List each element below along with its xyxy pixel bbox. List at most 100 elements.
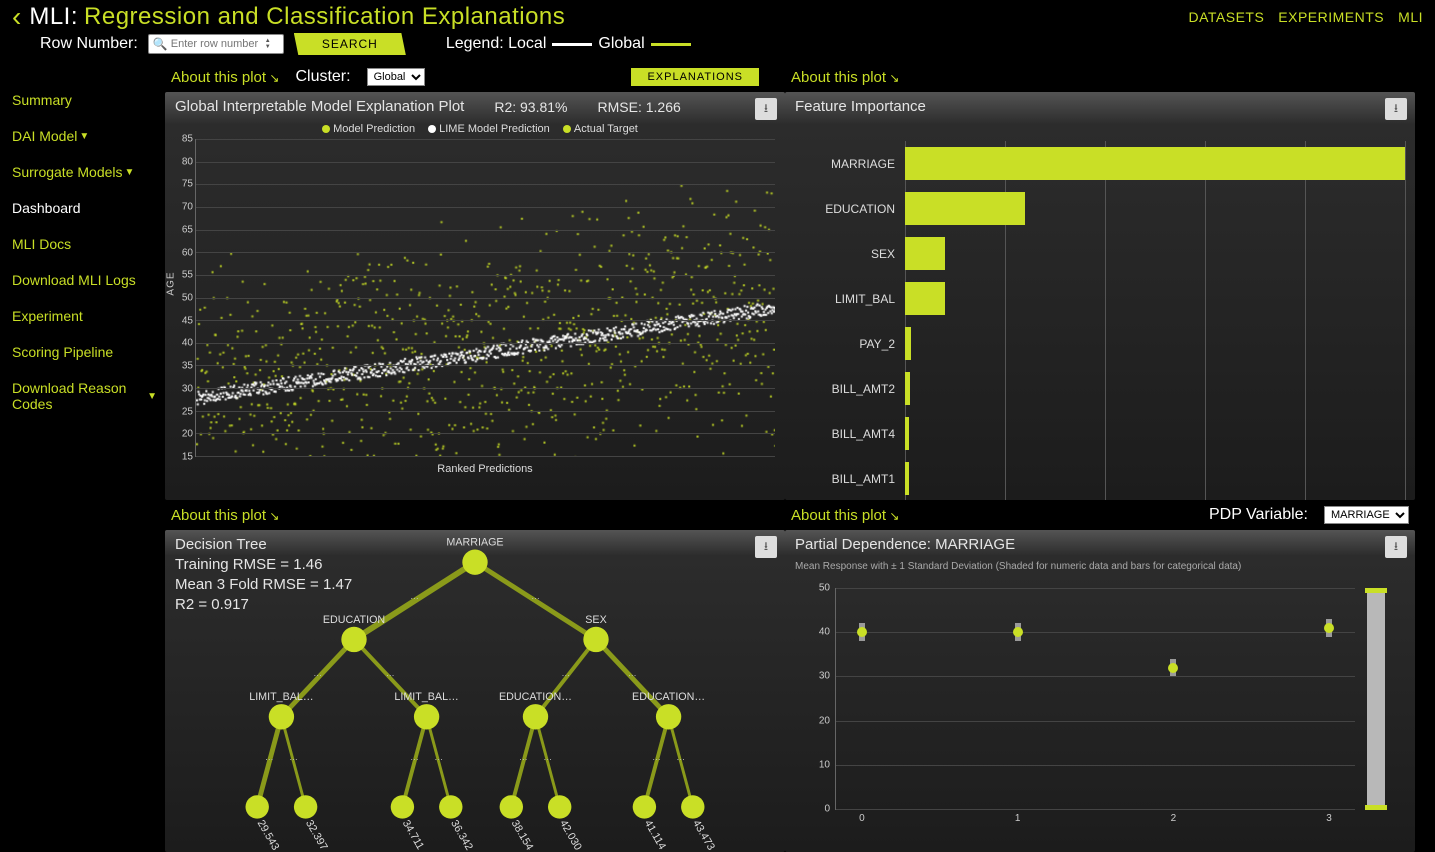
fi-bar (905, 282, 945, 315)
pdp-ytick: 0 (824, 804, 836, 815)
pdp-ytick: 20 (819, 715, 836, 726)
sidebar-item-scoring-pipeline[interactable]: Scoring Pipeline (12, 334, 157, 370)
search-button[interactable]: SEARCH (294, 33, 406, 55)
download-pdp-icon[interactable]: ⭳ (1385, 536, 1407, 558)
nav-experiments[interactable]: EXPERIMENTS (1278, 9, 1384, 25)
fi-bar (905, 327, 911, 360)
pdp-subtitle: Mean Response with ± 1 Standard Deviatio… (785, 559, 1415, 578)
svg-text:EDUCATION: EDUCATION (323, 614, 385, 626)
scatter-rmse: RMSE: 1.266 (598, 99, 681, 115)
pdp-var-select[interactable]: MARRIAGE (1324, 506, 1409, 524)
cluster-select[interactable]: Global (367, 68, 425, 86)
pdp-point (857, 627, 867, 637)
fi-panel: Feature Importance ⭳ MARRIAGEEDUCATIONSE… (785, 92, 1415, 500)
about-fi[interactable]: About this plot (791, 69, 899, 86)
fi-row: BILL_AMT2 (785, 366, 1405, 411)
svg-text:SEX: SEX (585, 614, 606, 626)
fi-row: MARRIAGE (785, 141, 1405, 186)
svg-text:EDUCATION…: EDUCATION… (632, 691, 705, 703)
dot-icon (322, 125, 330, 133)
svg-text:…: … (386, 668, 395, 678)
nav-mli[interactable]: MLI (1398, 9, 1423, 25)
pdp-ytick: 30 (819, 671, 836, 682)
download-scatter-icon[interactable]: ⭳ (755, 98, 777, 120)
sidebar-item-experiment[interactable]: Experiment (12, 298, 157, 334)
y-tick: 70 (182, 202, 193, 213)
dot-icon (563, 125, 571, 133)
pdp-panel: Partial Dependence: MARRIAGE ⭳ Mean Resp… (785, 530, 1415, 852)
about-pdp[interactable]: About this plot (791, 507, 899, 524)
fi-label: BILL_AMT2 (785, 382, 905, 396)
pdp-title: Partial Dependence: MARRIAGE (795, 536, 1015, 553)
pdp-xtick: 1 (1015, 809, 1021, 824)
y-tick: 40 (182, 338, 193, 349)
sidebar-item-dai-model[interactable]: DAI Model▼ (12, 118, 157, 154)
svg-text:EDUCATION…: EDUCATION… (499, 691, 572, 703)
sidebar-item-download-reason-codes[interactable]: Download Reason Codes▼ (12, 370, 157, 422)
y-tick: 55 (182, 270, 193, 281)
fi-label: BILL_AMT4 (785, 427, 905, 441)
sidebar-item-summary[interactable]: Summary (12, 82, 157, 118)
sidebar-item-dashboard[interactable]: Dashboard (12, 190, 157, 226)
svg-text:…: … (543, 752, 552, 762)
back-icon[interactable]: ‹ (12, 1, 21, 33)
sidebar-item-surrogate-models[interactable]: Surrogate Models▼ (12, 154, 157, 190)
row-number-label: Row Number: (40, 35, 138, 53)
svg-text:…: … (561, 668, 570, 678)
row-stepper[interactable]: ▲▼ (265, 38, 271, 50)
pdp-xtick: 2 (1171, 809, 1177, 824)
pdp-chart: 010203040500123 (785, 578, 1415, 840)
fi-row: BILL_AMT4 (785, 411, 1405, 456)
fi-label: PAY_2 (785, 337, 905, 351)
chevron-down-icon: ▼ (147, 391, 157, 402)
cluster-label: Cluster: (295, 68, 350, 86)
nav-datasets[interactable]: DATASETS (1188, 9, 1264, 25)
svg-text:41.114: 41.114 (642, 818, 668, 852)
explanations-button[interactable]: EXPLANATIONS (631, 68, 759, 86)
svg-text:…: … (265, 752, 274, 762)
y-tick: 85 (182, 134, 193, 145)
svg-text:…: … (628, 668, 637, 678)
row-number-input-wrap: 🔍 ▲▼ (148, 34, 284, 54)
pdp-ytick: 10 (819, 759, 836, 770)
page-title-prefix: MLI: (29, 3, 78, 31)
y-tick: 20 (182, 429, 193, 440)
search-icon: 🔍 (153, 37, 168, 51)
fi-bar (905, 417, 909, 450)
fi-row: EDUCATION (785, 186, 1405, 231)
pdp-quadrant: About this plot PDP Variable: MARRIAGE P… (785, 500, 1415, 852)
page-title: Regression and Classification Explanatio… (84, 3, 565, 31)
sidebar-item-download-mli-logs[interactable]: Download MLI Logs (12, 262, 157, 298)
svg-text:…: … (410, 752, 419, 762)
sidebar-item-mli-docs[interactable]: MLI Docs (12, 226, 157, 262)
dot-icon (428, 125, 436, 133)
svg-text:…: … (531, 591, 540, 601)
y-tick: 60 (182, 247, 193, 258)
legend-local-line (552, 43, 592, 46)
about-tree[interactable]: About this plot (171, 507, 279, 524)
fi-label: BILL_AMT1 (785, 472, 905, 486)
svg-text:42.030: 42.030 (557, 818, 584, 852)
svg-text:34.711: 34.711 (400, 818, 426, 852)
about-scatter[interactable]: About this plot (171, 69, 279, 86)
svg-text:LIMIT_BAL…: LIMIT_BAL… (394, 691, 458, 703)
fi-label: LIMIT_BAL (785, 292, 905, 306)
chevron-down-icon: ▼ (125, 167, 135, 178)
legend-label: Legend: Local (446, 35, 547, 53)
row-number-input[interactable] (171, 38, 265, 50)
fi-bar (905, 192, 1025, 225)
svg-text:29.543: 29.543 (255, 818, 282, 852)
pdp-var-label: PDP Variable: (1209, 506, 1308, 524)
fi-title: Feature Importance (795, 98, 926, 115)
svg-text:36.342: 36.342 (448, 818, 475, 852)
legend: Legend: Local Global (446, 35, 691, 53)
pdp-xtick: 0 (859, 809, 865, 824)
scatter-x-label: Ranked Predictions (195, 463, 775, 475)
svg-text:LIMIT_BAL…: LIMIT_BAL… (249, 691, 313, 703)
y-tick: 50 (182, 293, 193, 304)
svg-text:…: … (676, 752, 685, 762)
download-fi-icon[interactable]: ⭳ (1385, 98, 1407, 120)
scatter-legend: Model Prediction LIME Model Prediction A… (165, 121, 785, 139)
fi-label: EDUCATION (785, 202, 905, 216)
y-tick: 45 (182, 315, 193, 326)
